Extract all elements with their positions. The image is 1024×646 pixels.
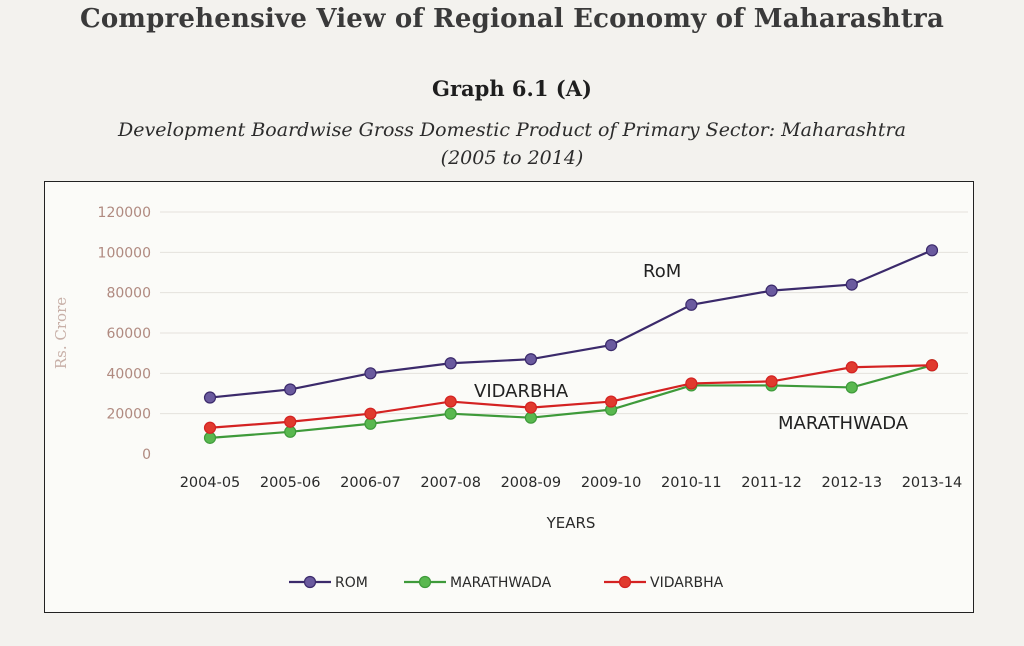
legend-item-rom: ROM [289, 575, 368, 591]
graph-number: Graph 6.1 (A) [432, 76, 592, 101]
x-tick-label: 2005-06 [260, 475, 321, 491]
data-point-vidarbha [925, 359, 939, 372]
x-tick-label: 2013-14 [902, 475, 963, 491]
x-tick-label: 2010-11 [661, 475, 722, 491]
legend-swatch-marker [303, 575, 317, 589]
legend-label: ROM [335, 575, 368, 591]
y-axis-ticks: 120000 100000 80000 60000 40000 20000 0 [98, 205, 151, 463]
legend-swatch-marker [618, 575, 632, 589]
data-point-vidarbha [524, 401, 537, 414]
series-vidarbha [203, 359, 939, 434]
x-axis-label: YEARS [546, 514, 596, 532]
data-point-rom [284, 383, 297, 396]
page-header-title: Comprehensive View of Regional Economy o… [79, 4, 944, 34]
x-tick-label: 2009-10 [581, 475, 642, 491]
y-tick-label: 40000 [106, 366, 151, 382]
chart-frame [44, 181, 974, 613]
x-tick-label: 2011-12 [741, 475, 802, 491]
series-line-rom [209, 249, 933, 399]
data-point-rom [845, 278, 858, 291]
x-tick-label: 2006-07 [340, 475, 401, 491]
x-tick-label: 2004-05 [180, 475, 241, 491]
data-point-rom [605, 339, 618, 352]
data-point-vidarbha [203, 421, 217, 434]
y-tick-label: 100000 [98, 245, 151, 261]
data-point-rom [685, 298, 698, 311]
legend-label: MARATHWADA [450, 575, 552, 591]
annotation-rom: RoM [643, 261, 681, 282]
x-axis-ticks: 2004-05 2005-06 2006-07 2007-08 2008-09 2009-… [180, 475, 963, 491]
y-axis-label: Rs. Crore [52, 297, 70, 369]
x-tick-label: 2012-13 [821, 475, 882, 491]
series-group [203, 244, 939, 444]
data-point-vidarbha [765, 375, 778, 388]
data-point-vidarbha [364, 407, 377, 420]
subtitle-line-2: (2005 to 2014) [440, 147, 584, 169]
y-tick-label: 0 [142, 447, 151, 463]
legend-label: VIDARBHA [650, 575, 724, 591]
gridlines [160, 211, 968, 415]
data-point-vidarbha [605, 395, 618, 408]
legend: ROM MARATHWADA VIDARBHA [289, 575, 724, 591]
data-point-rom [444, 357, 457, 370]
data-point-marathwada [524, 411, 537, 424]
series-rom [203, 244, 939, 404]
chart-subtitle: Development Boardwise Gross Domestic Pro… [0, 116, 1024, 172]
annotation-marathwada: MARATHWADA [778, 413, 909, 434]
x-tick-label: 2007-08 [420, 475, 481, 491]
x-tick-label: 2008-09 [501, 475, 562, 491]
series-line-marathwada [209, 364, 933, 439]
data-point-vidarbha [444, 395, 457, 408]
annotation-vidarbha: VIDARBHA [474, 381, 569, 402]
y-tick-label: 60000 [106, 326, 151, 342]
data-point-rom [925, 244, 939, 257]
data-point-rom [524, 353, 537, 366]
data-point-marathwada [203, 431, 217, 444]
data-point-marathwada [364, 417, 377, 430]
data-point-rom [203, 391, 217, 404]
series-line-vidarbha [209, 364, 933, 429]
y-tick-label: 20000 [106, 407, 151, 423]
legend-swatch-marker [418, 575, 432, 589]
data-point-rom [364, 367, 377, 380]
subtitle-line-1: Development Boardwise Gross Domestic Pro… [118, 119, 906, 141]
data-point-marathwada [444, 407, 457, 420]
data-point-marathwada [284, 425, 297, 438]
data-point-vidarbha [284, 415, 297, 428]
y-tick-label: 80000 [106, 286, 151, 302]
y-tick-label: 120000 [98, 205, 151, 221]
data-point-rom [765, 284, 778, 297]
legend-item-vidarbha: VIDARBHA [604, 575, 724, 591]
data-point-vidarbha [685, 377, 698, 390]
legend-item-marathwada: MARATHWADA [404, 575, 552, 591]
data-point-vidarbha [845, 361, 858, 374]
data-point-marathwada [845, 381, 858, 394]
